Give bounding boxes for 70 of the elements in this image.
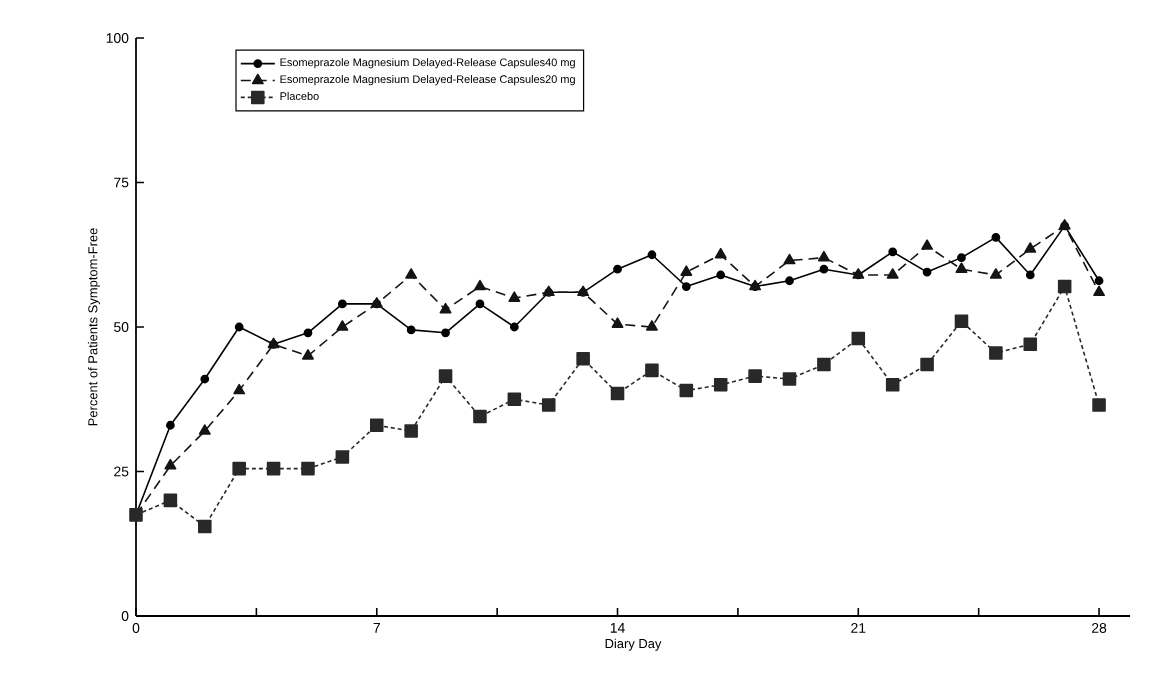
point [888,247,898,257]
point [716,270,726,280]
point [541,398,556,412]
point [507,392,522,407]
point [714,247,727,259]
point [819,264,829,274]
point [337,299,347,309]
point [922,267,932,277]
point [198,424,211,435]
point [610,386,625,401]
point [576,352,590,366]
point [611,317,624,328]
point [439,302,452,314]
point [406,325,416,335]
point [680,265,693,276]
point [301,461,315,476]
point [783,253,796,265]
point [508,291,521,302]
point [921,239,934,250]
point [303,328,313,338]
point [1057,279,1072,294]
point [645,320,658,331]
point [713,378,728,392]
point [475,299,485,309]
point [266,461,281,476]
point [681,282,691,291]
point [473,409,487,424]
point [613,264,622,274]
point [1094,276,1104,286]
point [886,268,899,279]
point [885,378,900,392]
point [785,276,794,286]
point [782,372,797,386]
point [989,268,1002,279]
point [991,233,1001,242]
point [748,369,762,383]
point [1024,242,1037,253]
point [441,328,450,338]
point [405,268,418,279]
point [336,320,349,331]
point [1023,337,1038,352]
point [404,424,418,438]
point [509,322,519,332]
point [335,450,350,464]
point [1092,398,1106,412]
point [163,493,178,508]
point [851,331,866,346]
point [200,374,210,384]
point [473,279,486,291]
point [198,519,212,534]
point [989,346,1003,360]
point [234,322,244,332]
point [232,461,246,476]
point [957,253,966,263]
point [679,383,694,398]
point [817,357,831,372]
point [166,420,175,430]
point [1025,270,1035,280]
point [955,262,968,273]
point [164,458,177,470]
point [302,349,314,360]
point [647,250,657,260]
point [645,363,659,378]
point [438,369,453,383]
point [233,383,246,395]
point [817,250,830,262]
point [954,314,969,328]
point [920,357,934,372]
point [369,418,384,433]
point [1093,285,1106,297]
